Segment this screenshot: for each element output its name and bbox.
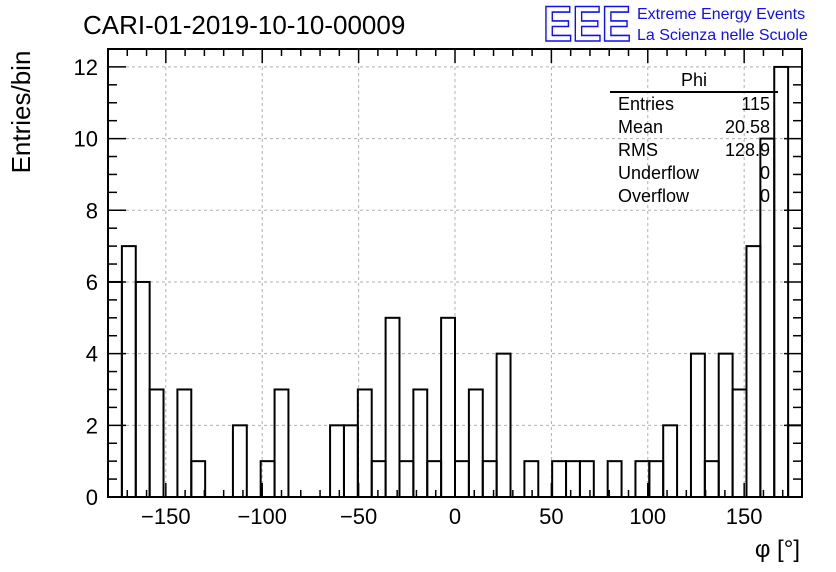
histogram-bar [273, 388, 290, 499]
histogram-bar [412, 388, 429, 499]
y-tick-label: 2 [86, 413, 98, 438]
histogram-bar [481, 460, 498, 499]
histogram-bar [356, 388, 373, 499]
eee-logo: EEE [543, 0, 631, 52]
run-title: CARI-01-2019-10-10-00009 [83, 10, 405, 40]
x-tick-label: 50 [539, 504, 563, 529]
stats-row-value: 20.58 [725, 117, 770, 137]
histogram-bar [523, 460, 540, 499]
stats-row-label: Entries [618, 94, 674, 114]
y-tick-label: 4 [86, 342, 98, 367]
stats-row-value: 115 [741, 94, 770, 114]
stats-row-label: Underflow [618, 163, 700, 183]
stats-row-label: Mean [618, 117, 663, 137]
histogram-bar [190, 460, 207, 499]
stats-box: Phi Entries 115 Mean 20.58 RMS 128.9 Underflow… [610, 70, 778, 206]
histogram-bar [398, 460, 415, 499]
x-tick-label: −50 [340, 504, 377, 529]
brand-line-2: La Scienza nelle Scuole [637, 27, 808, 44]
histogram-bar [703, 460, 720, 499]
x-tick-label: 100 [629, 504, 666, 529]
y-axis-title: Entries/bin [6, 51, 36, 174]
stats-row-label: RMS [618, 140, 658, 160]
histogram-bar [231, 424, 248, 499]
histogram-bar [578, 460, 595, 499]
histogram-bar [370, 460, 387, 499]
y-tick-label: 10 [74, 127, 98, 152]
x-tick-label: 150 [726, 504, 763, 529]
y-tick-label: 6 [86, 270, 98, 295]
histogram-bar [384, 316, 401, 498]
y-tick-label: 0 [86, 485, 98, 510]
x-axis-title: φ [°] [755, 536, 800, 563]
y-tick-label: 8 [86, 198, 98, 223]
histogram-bar [467, 388, 484, 499]
histogram-bar [120, 245, 137, 498]
histogram-bar [662, 424, 679, 499]
stats-row-value: 0 [760, 186, 770, 206]
histogram-bar [426, 460, 443, 499]
stats-row-value: 0 [760, 163, 770, 183]
axis-tick-labels: −150 −100 −50 0 50 100 150 0 2 4 6 8 10 12 [74, 55, 763, 529]
histogram-bar [440, 316, 456, 498]
stats-row-value: 128.9 [725, 140, 770, 160]
histogram-bar [134, 280, 151, 498]
stats-title: Phi [681, 70, 707, 90]
grid [108, 49, 802, 498]
stats-rows: Entries 115 Mean 20.58 RMS 128.9 Underflow 0 Ove… [618, 94, 770, 206]
x-tick-label: 0 [449, 504, 461, 529]
histogram-bar [565, 460, 581, 499]
axis-ticks [107, 48, 803, 498]
histogram-bar [454, 460, 470, 499]
histogram-bar [342, 424, 359, 499]
histogram-bar [551, 460, 568, 499]
brand-line-1: Extreme Energy Events [637, 6, 805, 23]
histogram-bar [148, 388, 165, 499]
histogram-bar [648, 460, 665, 499]
x-tick-label: −150 [141, 504, 191, 529]
stats-row-label: Overflow [618, 186, 690, 206]
x-tick-label: −100 [237, 504, 287, 529]
histogram-bar [176, 388, 193, 499]
y-tick-label: 12 [74, 55, 98, 80]
histogram-bar [329, 424, 345, 499]
histogram-bar [745, 245, 762, 498]
